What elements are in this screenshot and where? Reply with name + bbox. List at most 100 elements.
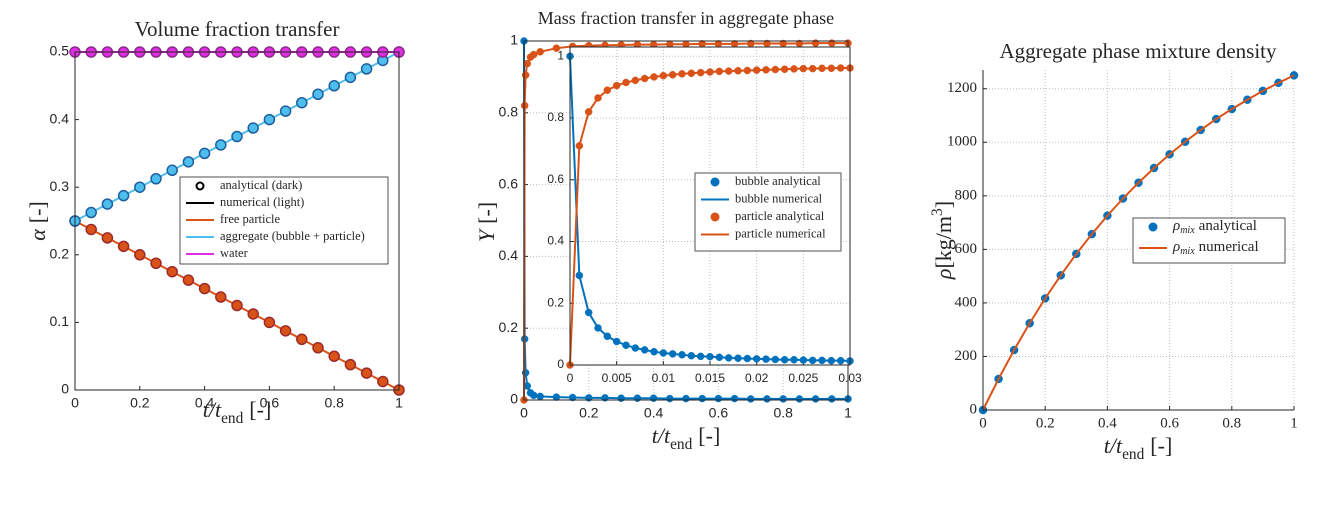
label-part: [-]: [25, 201, 50, 223]
y-tick-label: 0.8: [547, 110, 564, 124]
data-point: [117, 240, 130, 253]
legend-label: water: [220, 246, 249, 260]
legend-text: numerical (light): [220, 195, 304, 209]
data-point: [296, 96, 308, 109]
y-tick-label: 0.2: [547, 295, 564, 309]
data-point: [328, 80, 340, 92]
label-part: [-]: [249, 397, 271, 422]
data-point: [150, 173, 162, 185]
legend-text: analytical: [1199, 218, 1257, 234]
label-part: α: [25, 229, 50, 241]
y-tick-label: 0.3: [50, 178, 70, 194]
x-tick-label: 0.6: [709, 405, 729, 421]
x-tick-label: 0.4: [644, 405, 664, 421]
data-point: [344, 358, 357, 371]
legend-label: particle numerical: [735, 226, 826, 240]
axes-frame: [982, 70, 1294, 411]
data-point: [360, 367, 373, 379]
label-part: [-]: [1150, 433, 1172, 458]
legend-subscript: mix: [1180, 246, 1195, 257]
data-point: [312, 88, 324, 100]
data-point: [85, 223, 97, 236]
data-point: [377, 375, 389, 388]
label-part: end: [1122, 446, 1145, 463]
data-point: [231, 299, 243, 312]
x-tick-label: 1: [844, 405, 852, 421]
legend-text: analytical (dark): [220, 178, 302, 192]
legend-marker: [710, 212, 720, 222]
x-axis-label: t/tend [-]: [652, 423, 721, 452]
y-tick-label: 1: [557, 48, 564, 62]
chart: Aggregate phase mixture density 0 0.2 0.4 0.…: [929, 39, 1299, 463]
label-part: 3: [929, 208, 946, 216]
y-tick-label: 0.2: [50, 246, 70, 262]
legend-label: bubble numerical: [735, 191, 823, 205]
x-tick-label: 0.025: [788, 371, 818, 385]
label-part: ]: [931, 201, 956, 208]
x-tick-label: 0.005: [602, 371, 632, 385]
legend-subscript: mix: [1180, 225, 1195, 236]
data-point: [166, 164, 178, 177]
y-tick-label: 0.4: [499, 247, 519, 263]
data-point: [344, 71, 357, 84]
data-point: [85, 206, 97, 219]
data-point: [198, 282, 211, 295]
x-tick-label: 0: [71, 395, 79, 411]
data-point: [360, 63, 373, 75]
legend: bubble analytical bubble numerical particl…: [694, 172, 842, 252]
y-tick-label: 0: [510, 391, 518, 407]
x-tick-label: 0.4: [195, 395, 215, 411]
x-tick-label: 0.8: [1222, 415, 1241, 431]
legend-box: [179, 176, 389, 265]
legend-box: [694, 172, 842, 252]
legend-symbol: ρ: [1172, 218, 1180, 234]
data-point: [231, 130, 243, 143]
x-tick-label: 0.2: [130, 395, 150, 411]
legend-text: particle analytical: [735, 209, 825, 223]
x-axis-label: t/tend [-]: [1104, 433, 1173, 462]
label-part: [-]: [698, 423, 720, 448]
data-point: [182, 274, 195, 286]
data-point: [312, 342, 324, 354]
data-point: [215, 291, 227, 303]
y-tick-label: 0.2: [499, 319, 519, 335]
data-point: [263, 113, 276, 126]
label-part: [-]: [474, 202, 499, 224]
chart-title: Volume fraction transfer: [135, 17, 340, 41]
y-tick-label: 0.8: [499, 104, 519, 120]
y-tick-label: 200: [955, 348, 978, 364]
x-axis-label: t/tend [-]: [203, 397, 272, 426]
label-part: t/t: [1104, 433, 1123, 458]
chart-title: Mass fraction transfer in aggregate phas…: [538, 8, 834, 28]
axes-frame: [74, 51, 400, 391]
x-tick-label: 0.6: [260, 395, 280, 411]
x-tick-label: 1: [395, 395, 403, 411]
legend-symbol: ρ: [1172, 239, 1180, 255]
chart: Mass fraction transfer in aggregate phas…: [474, 8, 862, 452]
data-point: [215, 139, 227, 151]
x-tick-label: 0.03: [838, 371, 862, 385]
data-point: [263, 316, 276, 329]
chart: Volume fraction transfer 0 0.2 0.4 0.6 0.8 1 0 0…: [25, 17, 405, 427]
legend-label: ρmix analytical: [1172, 218, 1257, 236]
data-point: [166, 265, 178, 278]
data-point: [134, 181, 146, 193]
x-tick-label: 0.02: [745, 371, 769, 385]
legend-label: analytical (dark): [220, 178, 302, 192]
legend-label: ρmix numerical: [1172, 239, 1259, 257]
label-part: ρ: [931, 269, 956, 281]
y-tick-label: 0: [61, 381, 69, 397]
label-part: t/t: [203, 397, 222, 422]
x-tick-label: 0.8: [324, 395, 344, 411]
x-tick-label: 0.8: [773, 405, 793, 421]
legend-text: numerical: [1199, 239, 1259, 255]
legend-label: numerical (light): [220, 195, 304, 209]
legend-label: bubble analytical: [735, 174, 821, 188]
label-part: t/t: [652, 423, 671, 448]
series-line: [523, 40, 848, 400]
y-tick-label: 400: [955, 294, 978, 310]
data-point: [101, 232, 114, 244]
legend-box: [1132, 217, 1286, 264]
data-point: [182, 156, 195, 168]
